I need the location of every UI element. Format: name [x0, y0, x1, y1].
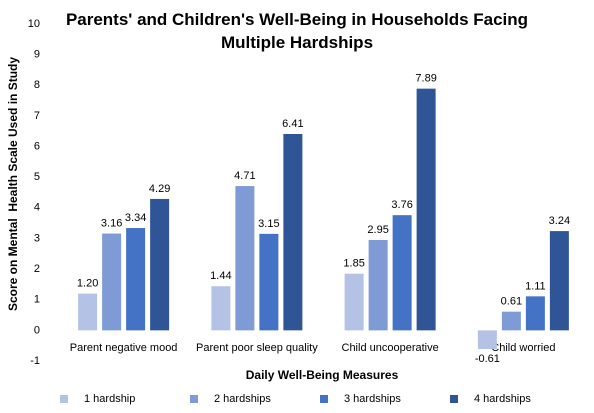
y-tick-label: 9	[34, 49, 40, 61]
legend-label: 1 hardship	[84, 393, 135, 405]
bar	[477, 330, 497, 350]
bar	[211, 286, 231, 331]
data-label: 1.44	[210, 270, 231, 282]
data-label: 4.71	[234, 170, 255, 182]
y-tick-label: 10	[28, 18, 40, 30]
y-tick-label: -1	[30, 355, 40, 367]
bar	[259, 233, 279, 331]
bar	[126, 228, 146, 331]
y-tick-label: 4	[34, 202, 40, 214]
data-label: 3.34	[125, 212, 146, 224]
bar	[392, 215, 412, 331]
legend-swatch	[190, 395, 198, 403]
y-tick-label: 8	[34, 79, 40, 91]
data-label: -0.61	[475, 353, 500, 365]
x-tick-label: Child worried	[491, 342, 555, 354]
legend-swatch	[60, 395, 68, 403]
bar	[235, 186, 255, 331]
data-label: 1.11	[525, 280, 546, 292]
data-label: 2.95	[367, 224, 388, 236]
legend-label: 4 hardships	[474, 393, 531, 405]
bar	[501, 311, 521, 331]
legend-label: 2 hardships	[214, 393, 271, 405]
legend-label: 3 hardships	[344, 393, 401, 405]
y-tick-label: 2	[34, 263, 40, 275]
y-tick-label: 0	[34, 324, 40, 336]
y-tick-label: 1	[34, 294, 40, 306]
y-tick-label: 7	[34, 110, 40, 122]
x-axis-label: Daily Well-Being Measures	[246, 368, 399, 382]
bar	[102, 233, 122, 331]
bar	[549, 231, 569, 331]
bar	[283, 133, 303, 331]
data-label: 6.41	[282, 118, 303, 130]
data-label: 7.89	[415, 73, 436, 85]
chart-title: Parents' and Children's Well-Being in Ho…	[65, 10, 529, 52]
bar	[368, 239, 388, 331]
y-tick-label: 5	[34, 171, 40, 183]
x-tick-label: Parent poor sleep quality	[196, 342, 318, 354]
y-axis-label: Score on Mental Health Scale Used in Stu…	[6, 57, 20, 311]
x-tick-label: Child uncooperative	[342, 342, 439, 354]
bar	[344, 273, 364, 331]
legend-swatch	[320, 395, 328, 403]
legend-swatch	[450, 395, 458, 403]
bar	[416, 88, 436, 331]
x-tick-label: Parent negative mood	[70, 342, 178, 354]
bar	[525, 296, 545, 331]
bar	[78, 293, 98, 331]
y-tick-label: 6	[34, 140, 40, 152]
data-label: 3.76	[391, 199, 412, 211]
data-label: 0.61	[501, 296, 522, 308]
data-label: 1.20	[77, 278, 98, 290]
bar	[150, 198, 170, 331]
data-label: 3.16	[101, 217, 122, 229]
y-tick-label: 3	[34, 232, 40, 244]
data-label: 1.85	[343, 258, 364, 270]
data-label: 3.24	[549, 215, 570, 227]
data-label: 3.15	[258, 218, 279, 230]
data-label: 4.29	[149, 183, 170, 195]
